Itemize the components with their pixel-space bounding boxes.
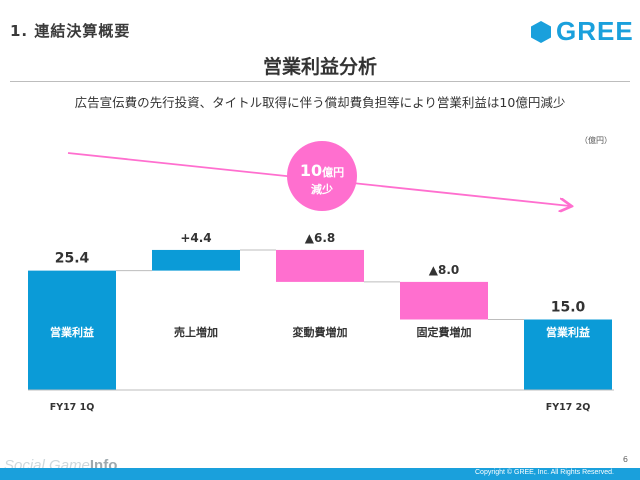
gree-logo: GREE [530, 16, 634, 47]
bar-4 [400, 281, 488, 320]
svg-text:10億円: 10億円 [300, 161, 344, 180]
category-label-2: 売上増加 [174, 325, 218, 339]
hexagon-logo-icon [531, 20, 551, 43]
bar-3 [276, 249, 364, 282]
bar-2 [152, 249, 240, 271]
footer-bar [0, 468, 640, 480]
value-label-1: 25.4 [55, 251, 90, 267]
category-label-4: 固定費増加 [417, 325, 472, 339]
slide-title: 営業利益分析 [262, 56, 377, 78]
bar-1 [28, 270, 116, 390]
bar-5 [524, 319, 612, 390]
value-label-3: ▲6.8 [305, 231, 336, 245]
section-title: 1. 連結決算概要 [10, 22, 131, 40]
annotation-value: 10 [300, 161, 322, 180]
unit-label: （億円） [580, 136, 612, 145]
category-label-3: 変動費増加 [293, 325, 348, 339]
slide-subtitle: 広告宣伝費の先行投資、タイトル取得に伴う償却費負担等により営業利益は10億円減少 [74, 95, 566, 110]
annotation-circle [287, 141, 357, 211]
value-label-4: ▲8.0 [429, 263, 460, 277]
annotation-text: 減少 [311, 182, 333, 196]
value-label-5: 15.0 [551, 300, 586, 316]
logo-text: GREE [556, 16, 634, 46]
copyright: Copyright © GREE, Inc. All Rights Reserv… [475, 469, 614, 476]
page-number: 6 [622, 455, 628, 464]
title-divider [10, 81, 630, 82]
category-label-5: 営業利益 [546, 325, 590, 339]
decrease-annotation: 10億円 減少 [287, 141, 357, 211]
value-label-2: +4.4 [180, 231, 211, 245]
period-label-5: FY17 2Q [546, 402, 591, 413]
category-label-1: 営業利益 [50, 325, 94, 339]
period-label-1: FY17 1Q [50, 402, 95, 413]
annotation-unit: 億円 [322, 165, 344, 179]
